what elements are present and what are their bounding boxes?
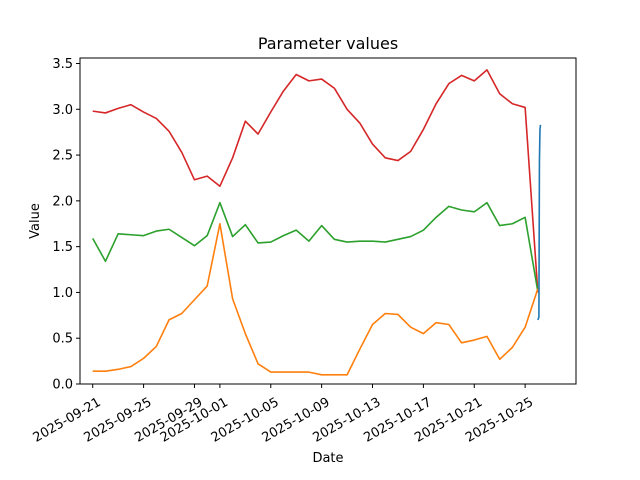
series-line-3 — [537, 124, 542, 321]
y-tick-label-5: 2.5 — [52, 149, 73, 164]
series-layer — [92, 69, 542, 376]
y-axis: 0.0 0.5 1.0 1.5 2.0 2.5 3.0 3.5 — [52, 57, 80, 393]
series-line-0 — [92, 69, 539, 293]
chart-title: Parameter values — [258, 34, 398, 53]
y-tick-label-1: 0.5 — [52, 332, 73, 347]
x-axis: 2025-09-212025-09-252025-09-292025-10-01… — [31, 384, 536, 446]
y-tick-label-3: 1.5 — [52, 240, 73, 255]
y-tick-label-0: 0.0 — [52, 378, 73, 393]
plot-frame — [79, 57, 577, 385]
x-axis-title: Date — [312, 451, 343, 466]
y-tick-label-6: 3.0 — [52, 103, 73, 118]
series-line-2 — [92, 222, 539, 376]
y-tick-label-2: 1.0 — [52, 286, 73, 301]
y-tick-label-4: 2.0 — [52, 194, 73, 209]
y-tick-label-7: 3.5 — [52, 57, 73, 72]
y-axis-title: Value — [28, 203, 43, 239]
series-line-1 — [92, 201, 539, 292]
